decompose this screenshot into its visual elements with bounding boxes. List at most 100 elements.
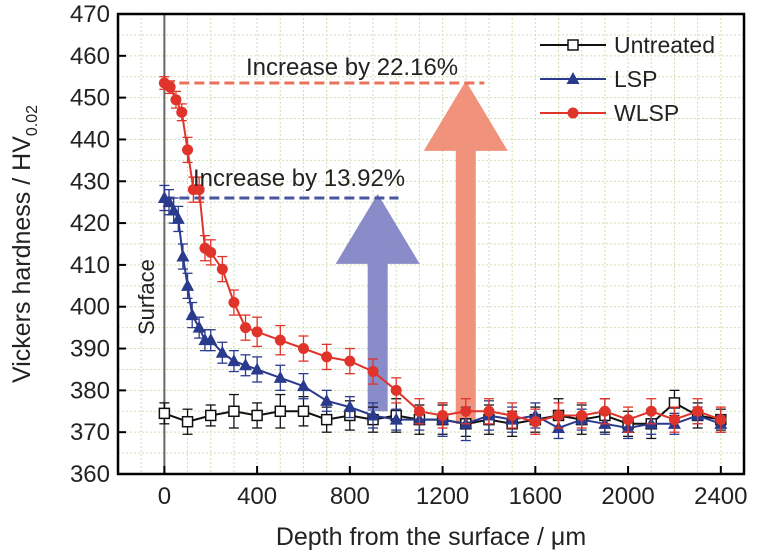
data-point [529,416,541,428]
data-point [645,405,657,417]
data-point [182,144,194,156]
data-point [715,414,727,426]
x-tick-label: 1200 [416,483,469,510]
data-point [367,366,379,378]
data-point [216,263,228,275]
y-tick-label: 390 [70,336,110,363]
increase-arrows [335,80,508,424]
legend-item-wlsp: WLSP [540,100,679,126]
data-point [185,308,199,321]
y-tick-label: 410 [70,252,110,279]
data-point [181,415,194,428]
x-tick-label: 800 [330,483,370,510]
data-point [176,249,190,262]
data-point [567,107,579,119]
y-tick-label: 360 [70,461,110,488]
x-tick-label: 0 [158,483,171,510]
data-point [204,409,217,422]
data-point [320,393,334,406]
y-axis-title-main: Vickers hardness / HV [8,136,36,383]
legend: Untreated LSP WLSP [540,32,715,126]
data-point [250,362,264,375]
data-point [181,278,195,291]
surface-label: Surface [134,259,159,335]
axis-ticks: 0 400 800 1200 1600 2000 2400 360 370 380 390 400 41… [70,1,748,510]
data-point [320,413,333,426]
data-point [297,343,309,355]
data-point [170,94,182,106]
data-point [251,409,263,422]
x-axis-title: Depth from the surface / μm [276,523,586,551]
data-point [506,409,518,421]
grid-lines [118,14,744,474]
wlsp-increase-label: Increase by 22.16% [246,54,458,81]
data-point [622,414,634,426]
data-point [171,211,185,224]
data-point [228,297,240,309]
data-point [483,405,495,417]
data-point [227,354,241,367]
lsp-increase-label: Increase by 13.92% [193,165,405,192]
y-tick-label: 380 [70,377,110,404]
data-point [567,39,579,51]
data-point [668,397,681,409]
data-point [205,246,217,258]
legend-label: LSP [614,66,657,92]
data-point [239,358,253,371]
data-point [437,409,449,421]
increase-reference-lines [164,81,485,200]
legend-label: WLSP [614,100,679,126]
data-point [668,414,680,426]
data-point [158,407,171,420]
series-line [163,197,722,430]
data-point [274,405,287,418]
data-point [192,320,206,333]
y-axis-title-sub: 0.02 [24,105,41,136]
lsp-increase-arrow [335,193,420,412]
data-point [215,345,229,358]
data-point [297,405,310,418]
data-point [343,400,357,413]
data-point [273,370,287,383]
data-point [460,405,472,417]
data-point [366,408,380,421]
wlsp-increase-arrow [423,80,508,424]
data-point [240,322,252,334]
data-point [389,412,403,425]
x-tick-label: 400 [237,483,277,510]
x-tick-label: 2000 [601,483,654,510]
data-point [692,405,704,417]
data-point [566,72,580,84]
y-tick-label: 440 [70,126,110,153]
data-point [162,195,176,208]
y-tick-label: 430 [70,168,110,195]
legend-item-untreated: Untreated [540,32,715,58]
plot-frame [116,12,746,476]
data-point [296,379,310,392]
data-point [599,405,611,417]
data-point [321,351,333,363]
series-wlsp [158,76,727,435]
data-point [167,203,181,216]
y-axis-title: Vickers hardness / HV0.02 [8,105,41,383]
series-layer [157,76,728,442]
y-tick-label: 460 [70,43,110,70]
data-point [390,384,402,396]
data-point [193,184,205,196]
data-point [576,409,588,421]
data-point [553,409,565,421]
y-tick-label: 400 [70,294,110,321]
data-point [228,405,240,418]
x-tick-label: 1600 [509,483,562,510]
y-tick-label: 450 [70,85,110,112]
data-point [344,355,356,367]
y-tick-label: 420 [70,210,110,237]
y-tick-label: 470 [70,1,110,28]
data-point [176,106,188,118]
y-tick-label: 370 [70,419,110,446]
data-point [413,405,425,417]
data-point [251,326,263,338]
legend-label: Untreated [614,32,715,58]
data-point [274,334,286,346]
